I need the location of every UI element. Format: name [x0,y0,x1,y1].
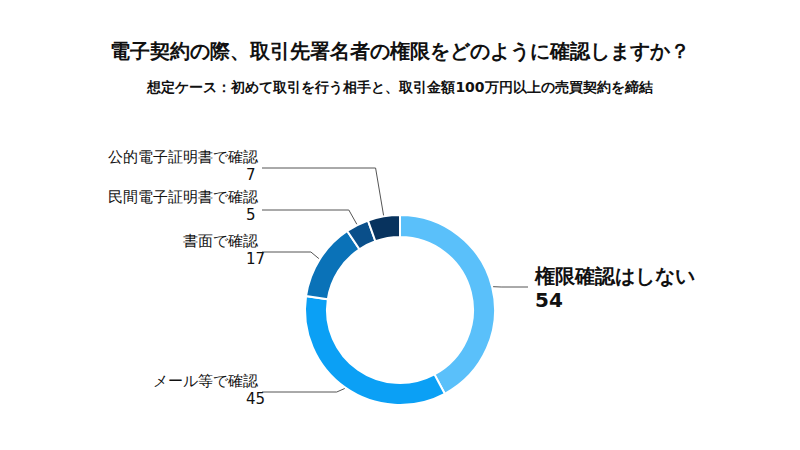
slice [306,231,359,299]
slices [305,215,495,405]
slice [305,296,445,405]
leader-line [262,168,384,215]
leader-line [262,388,345,392]
slice-label: メール等で確認 [153,372,258,390]
labels: 権限確認はしない54 メール等で確認45 書面で確認17 民間電子証明書で確認5 公的電… [108,148,695,408]
leader-line [493,286,528,287]
slice-label: 民間電子証明書で確認 [108,188,258,206]
data-label: 7 [246,166,256,184]
slice-label: 書面で確認 [183,232,258,250]
slice-label: 権限確認はしない [534,264,695,288]
data-label: 54 [535,288,563,312]
data-label: 5 [246,206,256,224]
subtitle: 想定ケース：初めて取引を行う相手と、取引金額100万円以上の売買契約を締結 [146,79,652,96]
slice-label: 公的電子証明書で確認 [108,148,258,166]
data-label: 45 [246,390,265,408]
chart: 電子契約の際、取引先署名者の権限をどのように確認しますか？ 想定ケース：初めて取引… [0,0,800,450]
background [0,0,800,450]
slice [400,215,495,394]
leader-line [262,252,319,259]
slice [368,215,400,241]
title: 電子契約の際、取引先署名者の権限をどのように確認しますか？ [110,39,690,63]
data-label: 17 [246,250,265,268]
leader-line [262,210,357,224]
